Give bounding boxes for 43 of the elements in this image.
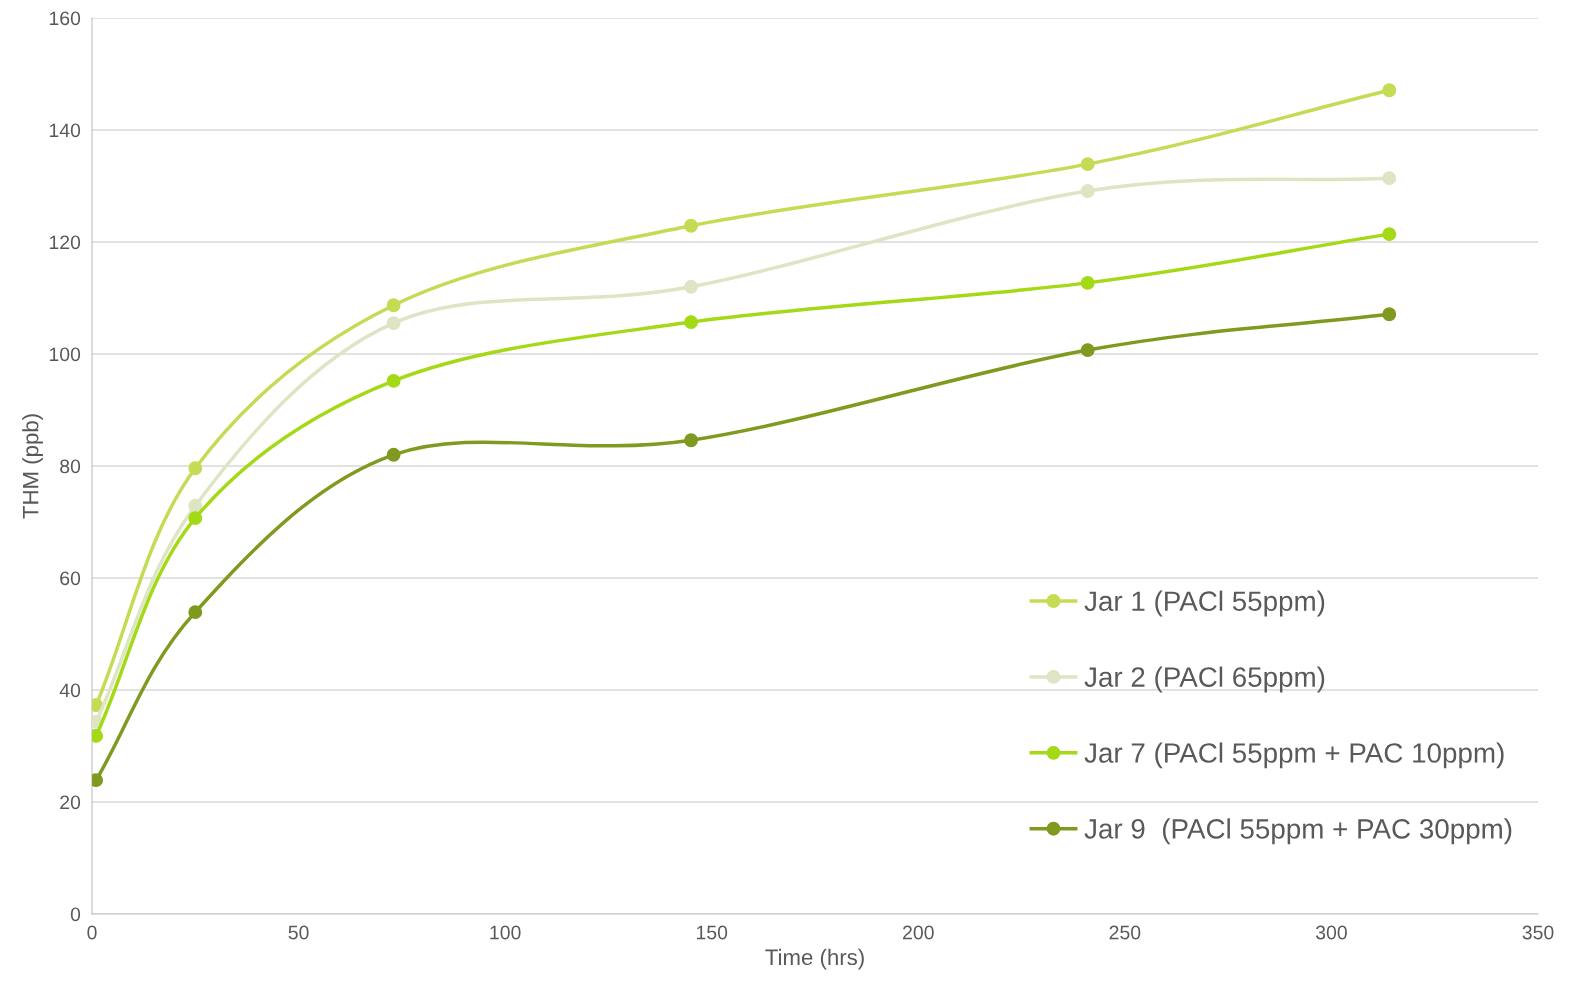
point xyxy=(1382,227,1397,242)
point xyxy=(188,605,203,620)
x-tick-label: 200 xyxy=(903,925,934,940)
y-tick-label: 120 xyxy=(49,235,81,250)
point xyxy=(188,511,203,526)
x-tick-label: 0 xyxy=(87,925,97,940)
y-tick-label: 160 xyxy=(49,11,81,26)
y-tick-label: 40 xyxy=(59,683,81,698)
y-tick-label: 140 xyxy=(49,123,81,138)
point xyxy=(1080,157,1095,172)
legend-label: Jar 2 (PACl 65ppm) xyxy=(1084,666,1325,693)
point xyxy=(1080,275,1095,290)
point xyxy=(188,498,203,513)
legend-label: Jar 1 (PACl 55ppm) xyxy=(1084,590,1325,617)
point xyxy=(684,315,699,330)
point xyxy=(386,447,401,462)
point xyxy=(684,279,699,294)
point xyxy=(386,316,401,331)
x-tick-label: 250 xyxy=(1109,925,1141,940)
y-tick-label: 80 xyxy=(60,459,81,474)
point xyxy=(684,218,699,233)
x-tick-label: 350 xyxy=(1522,925,1554,940)
x-tick-label: 150 xyxy=(696,925,728,940)
legend-label: Jar 7 (PACl 55ppm + PAC 10ppm) xyxy=(1084,742,1504,769)
y-tick-label: 20 xyxy=(60,795,81,810)
point xyxy=(188,461,203,476)
y-tick-label: 100 xyxy=(49,347,81,362)
point xyxy=(1080,343,1095,358)
point xyxy=(1382,307,1397,322)
y-tick-label: 0 xyxy=(70,907,81,922)
x-axis-title: Time (hrs) xyxy=(765,948,864,970)
point xyxy=(1382,171,1397,186)
y-axis-title: THM (ppb) xyxy=(22,414,43,519)
x-tick-label: 100 xyxy=(490,925,521,940)
point xyxy=(684,433,699,448)
y-tick-label: 60 xyxy=(60,571,81,586)
legend-label: Jar 9 (PACl 55ppm + PAC 30ppm) xyxy=(1084,818,1512,845)
x-tick-label: 50 xyxy=(288,925,309,940)
x-tick-label: 300 xyxy=(1315,925,1347,940)
point xyxy=(386,298,401,313)
point xyxy=(1382,83,1397,98)
point xyxy=(1080,184,1095,198)
point xyxy=(386,373,401,388)
